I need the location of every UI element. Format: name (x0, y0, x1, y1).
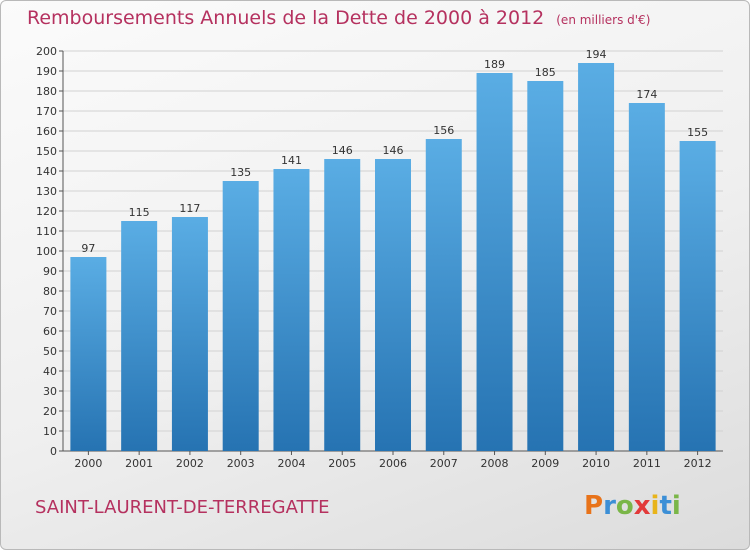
x-tick-label: 2004 (277, 457, 305, 470)
y-tick-label: 20 (43, 405, 57, 418)
bar-value-label: 117 (179, 202, 200, 215)
bar (679, 141, 716, 451)
y-tick-label: 180 (36, 85, 57, 98)
x-tick-label: 2001 (125, 457, 153, 470)
bar-value-label: 141 (281, 154, 302, 167)
bar-value-label: 194 (586, 48, 607, 61)
bar (578, 63, 615, 451)
y-tick-label: 200 (36, 45, 57, 58)
bar-value-label: 115 (129, 206, 150, 219)
logo-letter: P (584, 491, 604, 521)
logo-letter: i (671, 491, 681, 521)
x-tick-label: 2002 (176, 457, 204, 470)
y-tick-label: 100 (36, 245, 57, 258)
chart-title: Remboursements Annuels de la Dette de 20… (27, 7, 650, 29)
bars (70, 63, 716, 451)
bar (425, 139, 462, 451)
bar-value-label: 135 (230, 166, 251, 179)
logo-letter: i (650, 491, 660, 521)
bar-value-label: 156 (433, 124, 454, 137)
y-tick-label: 0 (50, 445, 57, 458)
bar-value-label: 174 (636, 88, 657, 101)
axes: 0 10 20 30 40 50 60 70 80 90 100 110 120 130 140 150 160… (36, 45, 723, 470)
chart-unit-note: (en milliers d'€) (556, 13, 651, 27)
y-tick-label: 50 (43, 345, 57, 358)
logo-letter: r (603, 491, 616, 521)
bar-value-label: 189 (484, 58, 505, 71)
bar (121, 221, 158, 451)
x-tick-label: 2003 (227, 457, 255, 470)
data-labels: 97 115 117 135 141 146 146 156 189 185 194 174 155 (81, 48, 708, 255)
x-tick-label: 2006 (379, 457, 407, 470)
y-tick-label: 110 (36, 225, 57, 238)
y-tick-label: 40 (43, 365, 57, 378)
x-tick-label: 2010 (582, 457, 610, 470)
logo-letter: x (633, 491, 651, 521)
x-tick-label: 2000 (74, 457, 102, 470)
bar-value-label: 185 (535, 66, 556, 79)
bar (628, 103, 665, 451)
proxiti-logo: Proxiti (584, 491, 681, 521)
y-tick-label: 190 (36, 65, 57, 78)
y-tick-label: 160 (36, 125, 57, 138)
x-tick-label: 2012 (684, 457, 712, 470)
bar (222, 181, 259, 451)
bar (476, 73, 513, 451)
y-tick-label: 120 (36, 205, 57, 218)
bar (70, 257, 107, 451)
x-tick-label: 2011 (633, 457, 661, 470)
y-tick-label: 80 (43, 285, 57, 298)
logo-letter: t (659, 491, 672, 521)
bar-value-label: 97 (81, 242, 95, 255)
bar (527, 81, 564, 451)
x-tick-label: 2005 (328, 457, 356, 470)
commune-name: SAINT-LAURENT-DE-TERREGATTE (35, 497, 330, 518)
y-tick-label: 130 (36, 185, 57, 198)
bar-value-label: 146 (332, 144, 353, 157)
y-tick-label: 150 (36, 145, 57, 158)
x-tick-label: 2007 (430, 457, 458, 470)
chart-title-text: Remboursements Annuels de la Dette de 20… (27, 7, 545, 29)
bar-value-label: 146 (383, 144, 404, 157)
x-tick-label: 2008 (481, 457, 509, 470)
bar-value-label: 155 (687, 126, 708, 139)
y-tick-label: 60 (43, 325, 57, 338)
y-tick-label: 140 (36, 165, 57, 178)
bar (324, 159, 361, 451)
bar (273, 169, 310, 451)
x-tick-label: 2009 (531, 457, 559, 470)
bar (375, 159, 411, 451)
y-tick-label: 170 (36, 105, 57, 118)
logo-letter: o (615, 491, 634, 521)
bar (171, 217, 208, 451)
y-tick-label: 90 (43, 265, 57, 278)
y-tick-label: 10 (43, 425, 57, 438)
y-tick-label: 30 (43, 385, 57, 398)
y-tick-label: 70 (43, 305, 57, 318)
